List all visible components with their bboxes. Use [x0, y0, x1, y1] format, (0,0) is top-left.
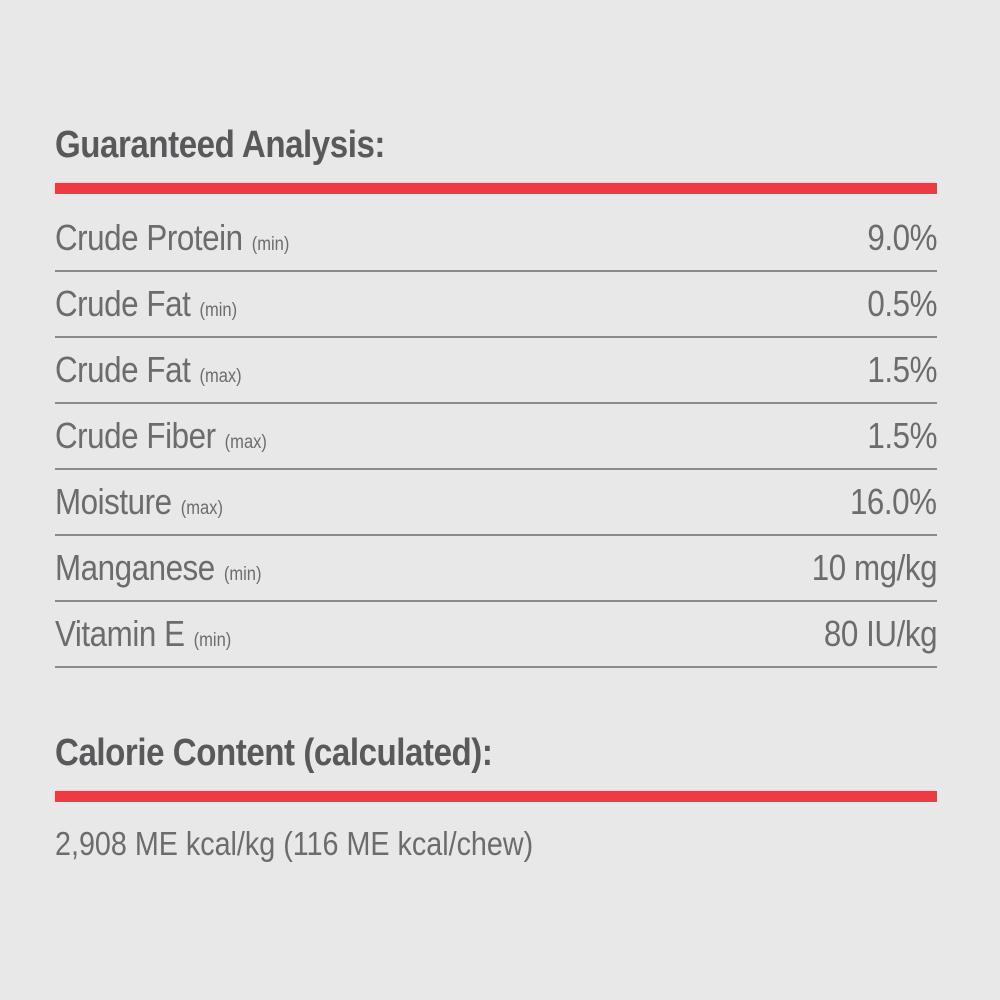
analysis-row-moisture: Moisture (max) 16.0% [55, 470, 937, 536]
calorie-content-title-text: Calorie Content (calculated): [55, 732, 493, 774]
guaranteed-analysis-title: Guaranteed Analysis: [55, 0, 937, 168]
analysis-row-vitamin-e: Vitamin E (min) 80 IU/kg [55, 602, 937, 668]
row-label-group: Crude Protein (min) [55, 217, 289, 259]
nutrient-name: Crude Fat [55, 349, 191, 390]
row-label-group: Crude Fat (max) [55, 349, 242, 391]
calorie-content-value-line: 2,908 ME kcal/kg (116 ME kcal/chew) [55, 824, 937, 864]
nutrient-value: 1.5% [867, 415, 937, 456]
analysis-row-crude-protein: Crude Protein (min) 9.0% [55, 206, 937, 272]
nutrient-qualifier: (max) [199, 366, 242, 387]
nutrient-name: Manganese [55, 547, 215, 588]
nutrient-value: 9.0% [867, 217, 937, 258]
nutrient-value: 0.5% [867, 283, 937, 324]
nutrient-value: 1.5% [867, 349, 937, 390]
calorie-content-title: Calorie Content (calculated): [55, 730, 937, 776]
nutrient-value: 80 IU/kg [823, 613, 938, 654]
nutrient-qualifier: (min) [199, 300, 238, 321]
nutrient-qualifier: (max) [224, 432, 267, 453]
calorie-content-value: 2,908 ME kcal/kg (116 ME kcal/chew) [55, 825, 534, 862]
nutrient-qualifier: (min) [223, 564, 262, 585]
nutrient-value: 10 mg/kg [811, 547, 938, 588]
nutrient-qualifier: (max) [180, 498, 223, 519]
row-label-group: Crude Fat (min) [55, 283, 237, 325]
analysis-row-crude-fat-max: Crude Fat (max) 1.5% [55, 338, 937, 404]
row-label-group: Manganese (min) [55, 547, 262, 589]
row-label-group: Crude Fiber (max) [55, 415, 267, 457]
nutrient-name: Moisture [55, 481, 172, 522]
guaranteed-analysis-table: Crude Protein (min) 9.0% Crude Fat (min)… [55, 194, 937, 668]
nutrient-name: Crude Fat [55, 283, 191, 324]
nutrient-name: Crude Protein [55, 217, 243, 258]
analysis-row-manganese: Manganese (min) 10 mg/kg [55, 536, 937, 602]
guaranteed-analysis-title-text: Guaranteed Analysis: [55, 124, 385, 166]
row-label-group: Moisture (max) [55, 481, 223, 523]
nutrient-qualifier: (min) [193, 630, 232, 651]
red-divider-bottom [55, 791, 937, 802]
analysis-row-crude-fat-min: Crude Fat (min) 0.5% [55, 272, 937, 338]
nutrient-value: 16.0% [850, 481, 937, 522]
label-panel: Guaranteed Analysis: Crude Protein (min)… [55, 0, 937, 864]
nutrient-name: Vitamin E [55, 613, 185, 654]
red-divider-top [55, 183, 937, 194]
analysis-row-crude-fiber: Crude Fiber (max) 1.5% [55, 404, 937, 470]
nutrient-name: Crude Fiber [55, 415, 216, 456]
row-label-group: Vitamin E (min) [55, 613, 231, 655]
nutrient-qualifier: (min) [251, 234, 290, 255]
